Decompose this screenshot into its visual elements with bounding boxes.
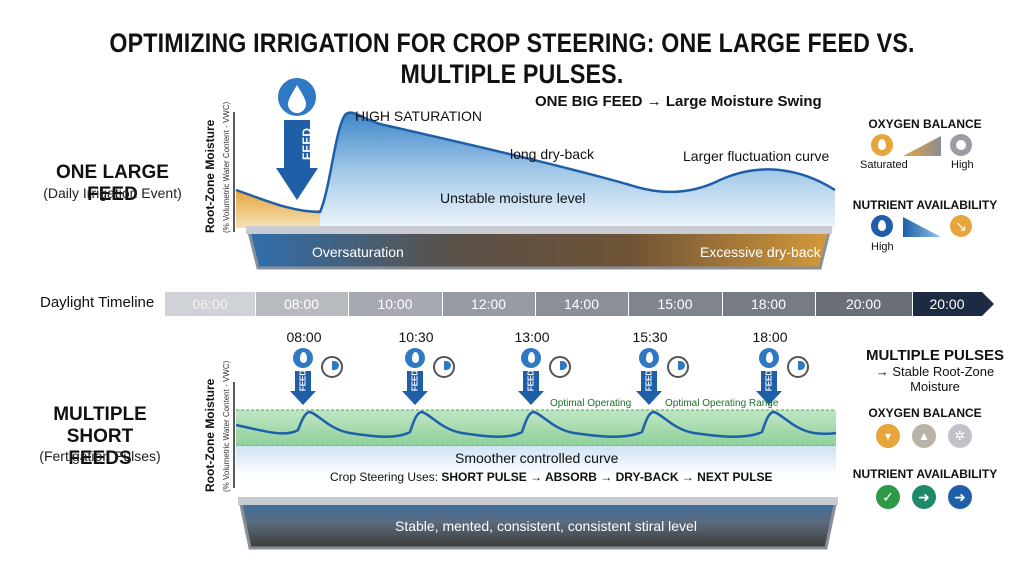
timeline-divider bbox=[722, 292, 723, 316]
feed-arrow-head bbox=[402, 391, 428, 405]
unstable-moisture-label: Unstable moisture level bbox=[440, 190, 586, 206]
pulse-feed-label: FEED bbox=[410, 369, 420, 392]
feed-arrow-shaft bbox=[641, 371, 657, 391]
timeline-label: Daylight Timeline bbox=[40, 294, 155, 311]
oversaturation-label: Oversaturation bbox=[312, 244, 404, 260]
top-side-title: ONE LARGE FEED bbox=[56, 162, 169, 205]
bottom-moisture-area bbox=[236, 446, 836, 476]
pulse-time-label: 10:30 bbox=[398, 329, 434, 345]
timeline-divider bbox=[255, 292, 256, 316]
arrow-right-icon-2: ➜ bbox=[948, 485, 972, 509]
top-water-drop-icon bbox=[288, 85, 306, 113]
feed-arrow-shaft bbox=[523, 371, 539, 391]
smoother-curve-label: Smoother controlled curve bbox=[455, 450, 619, 466]
excessive-dryback-label: Excessive dry-back bbox=[700, 244, 821, 260]
saturated-label: Saturated bbox=[860, 159, 908, 171]
feed-arrow-head bbox=[518, 391, 544, 405]
arrow-right-icon: ➜ bbox=[912, 485, 936, 509]
bottom-y-axis-label: Root-Zone Moisture bbox=[203, 378, 217, 492]
pulse-time-label: 18:00 bbox=[752, 329, 788, 345]
bottom-pulse-curve bbox=[235, 410, 837, 438]
long-dryback-label: long dry-back bbox=[510, 146, 595, 162]
pulse-feed-label: FEED bbox=[764, 369, 774, 392]
timeline-segment: 14:00 bbox=[535, 292, 628, 316]
top-feed-arrow-shaft bbox=[284, 120, 310, 170]
feed-arrow-shaft bbox=[295, 371, 311, 391]
timeline-segment: 20:00 bbox=[912, 292, 982, 316]
bottom-tray-rim bbox=[238, 497, 838, 505]
pulse-time-label: 15:30 bbox=[632, 329, 668, 345]
bottom-oxygen-title: OXYGEN BALANCE bbox=[868, 406, 982, 420]
timeline-segment: 15:00 bbox=[628, 292, 722, 316]
gear-icon: ✲ bbox=[948, 424, 972, 448]
top-feed-arrow-head bbox=[276, 168, 318, 200]
top-nutrient-title: NUTRIENT AVAILABILITY bbox=[852, 198, 998, 212]
high-saturation-label: HIGH SATURATION bbox=[355, 108, 483, 124]
check-icon: ✓ bbox=[876, 485, 900, 509]
pulse-time-label: 13:00 bbox=[514, 329, 550, 345]
timeline-segment: 20:00 bbox=[815, 292, 912, 316]
top-feed-label: FEED bbox=[300, 127, 315, 161]
bottom-tray-text: Stable, mented, consistent, consistent s… bbox=[395, 518, 697, 534]
top-tray-rim bbox=[246, 226, 832, 234]
optimal-label-1: Optimal Operating bbox=[550, 398, 632, 409]
multiple-pulses-title: MULTIPLE PULSES bbox=[865, 347, 1005, 364]
timeline-segment: 06:00 bbox=[165, 292, 255, 316]
multiple-pulses-subtitle-1: → Stable Root-Zone bbox=[875, 364, 995, 379]
optimal-range-band bbox=[236, 410, 836, 446]
feed-arrow-shaft bbox=[761, 371, 777, 391]
oxygen-gradient-wedge bbox=[903, 136, 941, 156]
larger-fluctuation-label: Larger fluctuation curve bbox=[683, 148, 830, 164]
crop-steering-sequence: Crop Steering Uses: SHORT PULSE → ABSORB… bbox=[330, 470, 773, 484]
top-saturation-area bbox=[320, 112, 835, 228]
bottom-side-title: MULTIPLE SHORT FEEDS bbox=[40, 404, 160, 470]
feed-arrow-head bbox=[636, 391, 662, 405]
timeline-divider bbox=[815, 292, 816, 316]
top-oxygen-title: OXYGEN BALANCE bbox=[868, 117, 982, 131]
nutrient-gradient-wedge bbox=[903, 217, 941, 237]
bottom-nutrient-title: NUTRIENT AVAILABILITY bbox=[852, 467, 998, 481]
top-side-subtitle: (Daily Irrigation Event) bbox=[43, 185, 182, 201]
top-moisture-curve bbox=[235, 111, 836, 214]
oxygen-down-icon: ▾ bbox=[876, 424, 900, 448]
pulse-feed-label: FEED bbox=[644, 369, 654, 392]
multiple-pulses-panel: MULTIPLE PULSES → Stable Root-Zone Moist… bbox=[855, 347, 1015, 394]
pulse-feed-label: FEED bbox=[526, 369, 536, 392]
arrow-down-right-icon: ↘ bbox=[950, 215, 972, 237]
feed-arrow-head bbox=[756, 391, 782, 405]
oxygen-balance-icon: ▲ bbox=[912, 424, 936, 448]
oxygen-high-label: High bbox=[951, 159, 974, 171]
multiple-pulses-subtitle-2: Moisture bbox=[910, 379, 960, 394]
timeline-divider bbox=[535, 292, 536, 316]
crop-steering-steps: SHORT PULSE → ABSORB → DRY-BACK → NEXT P… bbox=[441, 470, 773, 484]
one-big-feed-headline: ONE BIG FEED → Large Moisture Swing bbox=[535, 93, 822, 110]
timeline-arrow-tip bbox=[982, 292, 994, 316]
bottom-side-title-line2: SHORT FEEDS bbox=[66, 426, 134, 469]
timeline-divider bbox=[628, 292, 629, 316]
crop-steering-prefix: Crop Steering Uses: bbox=[330, 470, 442, 484]
feed-arrow-head bbox=[290, 391, 316, 405]
bottom-y-axis-sublabel: (% Volumetric Water Content - VWC) bbox=[222, 360, 231, 492]
pulse-feed-label: FEED bbox=[298, 369, 308, 392]
optimal-label-2: Optimal Operating Range bbox=[665, 398, 779, 409]
page-title: OPTIMIZING IRRIGATION FOR CROP STEERING:… bbox=[109, 28, 915, 89]
feed-arrow-shaft bbox=[407, 371, 423, 391]
timeline-segment: 08:00 bbox=[255, 292, 348, 316]
timeline-segment: 18:00 bbox=[722, 292, 815, 316]
timeline-divider bbox=[442, 292, 443, 316]
bottom-side-title-line1: MULTIPLE bbox=[53, 404, 147, 425]
bottom-side-subtitle: (Fertigation Pulses) bbox=[39, 448, 161, 464]
pulse-time-label: 08:00 bbox=[286, 329, 322, 345]
timeline-segment: 10:00 bbox=[348, 292, 442, 316]
timeline-segment: 12:00 bbox=[442, 292, 535, 316]
timeline-divider bbox=[912, 292, 913, 316]
top-dryback-area bbox=[236, 190, 320, 228]
nutrient-high-label: High bbox=[871, 241, 894, 253]
timeline-divider bbox=[348, 292, 349, 316]
